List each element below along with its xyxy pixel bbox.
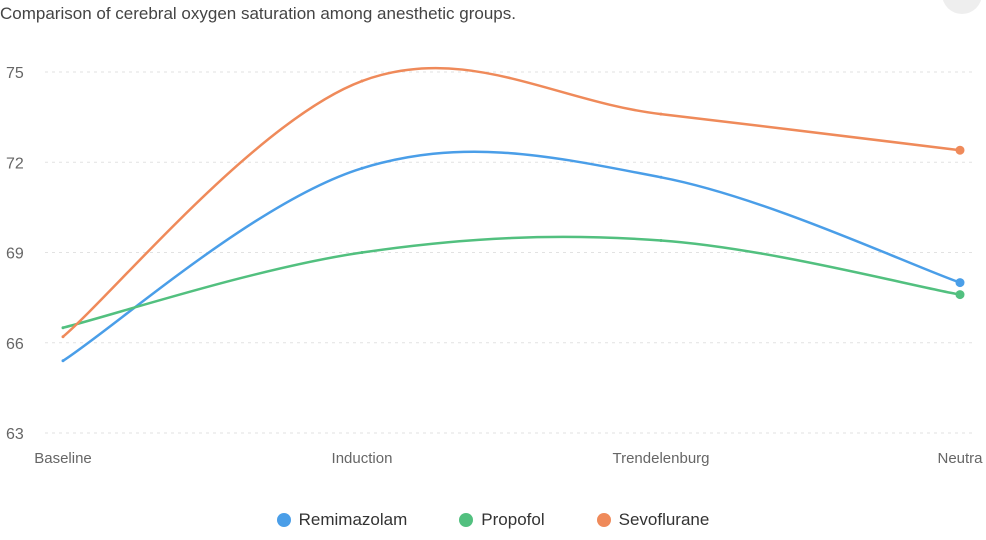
x-tick-label: Induction [332,450,393,467]
x-tick-label: Trendelenburg [612,450,709,467]
legend-marker-icon [459,513,474,527]
x-axis-ticks: Baseline Induction Trendelenburg Neutra [34,450,983,467]
data-point-sevoflurane[interactable] [659,112,663,116]
data-point-propofol[interactable] [955,290,965,300]
legend-label: Propofol [481,510,545,529]
y-tick-label: 63 [6,426,24,443]
data-point-remimazolam[interactable] [659,175,663,179]
data-point-propofol[interactable] [659,238,663,242]
data-point-remimazolam[interactable] [61,359,65,363]
x-tick-label: Neutra [937,450,983,467]
series-line-remimazolam [62,150,961,362]
legend: Remimazolam Propofol Sevoflurane [0,510,986,530]
y-tick-label: 75 [6,65,24,82]
y-axis-ticks: 63 66 69 72 75 [6,65,24,443]
legend-label: Sevoflurane [618,510,710,529]
legend-item-remimazolam[interactable]: Remimazolam [276,510,408,530]
legend-marker-icon [596,513,611,527]
legend-item-sevoflurane[interactable]: Sevoflurane [596,510,710,530]
series-line-propofol [62,235,961,329]
x-tick-label: Baseline [34,450,92,467]
data-point-sevoflurane[interactable] [61,335,65,339]
data-point-remimazolam[interactable] [360,166,364,170]
y-tick-label: 66 [6,336,24,353]
legend-item-propofol[interactable]: Propofol [459,510,545,530]
data-point-propofol[interactable] [360,251,364,254]
y-tick-label: 69 [6,246,24,263]
data-point-sevoflurane[interactable] [360,79,364,83]
series-line-sevoflurane [62,66,961,338]
legend-marker-icon [276,513,291,527]
data-point-propofol[interactable] [61,326,65,330]
data-point-sevoflurane[interactable] [955,145,965,155]
series-lines [61,66,965,363]
chart-title: Comparison of cerebral oxygen saturation… [0,4,516,23]
data-point-remimazolam[interactable] [955,278,965,288]
y-tick-label: 72 [6,155,24,172]
options-button[interactable] [942,0,982,14]
line-chart: 63 66 69 72 75 Baseline Induction Trendelenbur… [6,65,983,467]
legend-label: Remimazolam [298,510,408,529]
grid-lines [45,71,975,434]
